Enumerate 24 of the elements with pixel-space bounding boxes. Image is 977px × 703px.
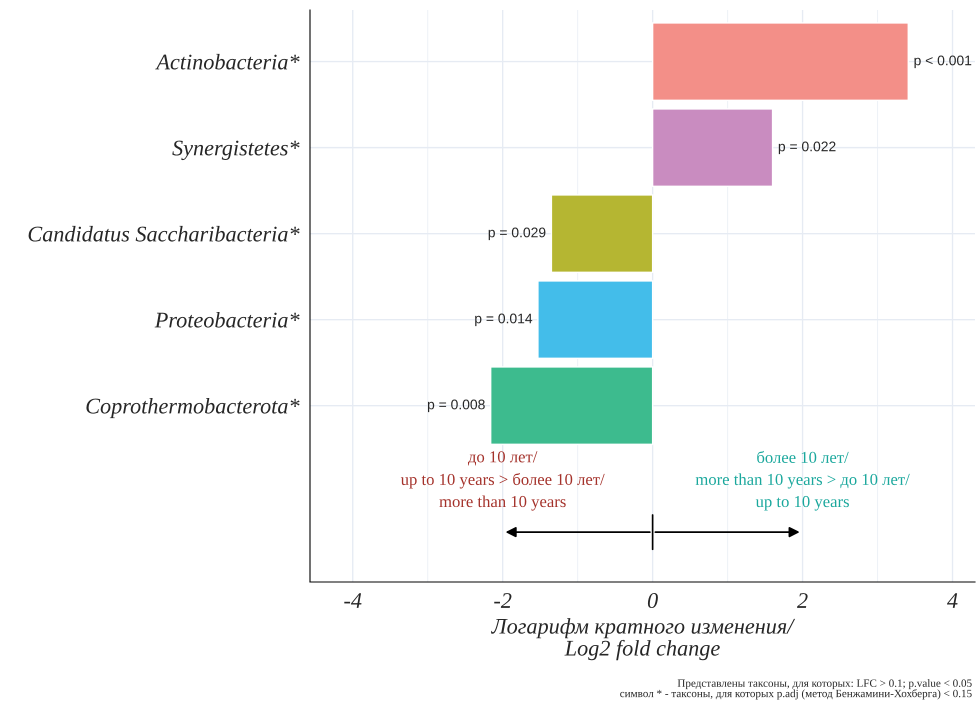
bar (652, 22, 909, 102)
bar (550, 194, 654, 274)
y-tick-label: Proteobacteria* (154, 312, 300, 328)
y-tick-label: Coprothermobacterota* (86, 398, 300, 418)
bar (652, 108, 774, 188)
y-tick-label: Synergistetes* (172, 140, 300, 160)
text: до 10 лет/ up to 10 years > более 10 лет/ more than 10 years (400, 451, 605, 511)
annotation: p = 0.008 (428, 400, 485, 412)
text: более 10 лет/ more than 10 years > до 10 лет/ up to 10 years (696, 450, 910, 511)
x-tick-label: 0 (648, 593, 658, 608)
x-tick-label: -2 (494, 593, 512, 608)
x-tick-label: 4 (947, 593, 958, 608)
y-tick-label: Actinobacteria* (155, 54, 300, 70)
y-tick-label: Candidatus Saccharibacteria* (28, 226, 300, 242)
text: Представлены таксоны, для которых: LFC > 0.1; p.value < 0.05 символ * - таксоны, для которых p.adj (метод Бенжамини-Хохберга) < 0.15 (620, 679, 972, 700)
x-tick-label: 2 (797, 593, 808, 608)
annotation: p = 0.022 (778, 142, 836, 154)
x-tick-label: -4 (344, 593, 362, 608)
bar (490, 366, 654, 446)
bar (537, 280, 654, 360)
annotation: p < 0.001 (914, 56, 972, 68)
x-axis-title: Логарифм кратного изменения/ Log2 fold change (491, 618, 796, 660)
annotation: p = 0.014 (475, 314, 532, 326)
annotation: p = 0.029 (488, 228, 546, 240)
